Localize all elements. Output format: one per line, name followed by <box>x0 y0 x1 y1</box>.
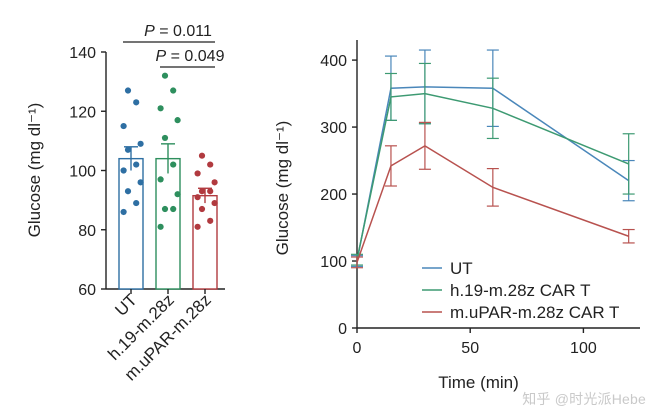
data-point <box>120 208 127 216</box>
data-point <box>198 152 206 159</box>
y-tick-label: 400 <box>320 53 347 70</box>
data-point <box>194 194 201 201</box>
data-point <box>194 170 201 177</box>
significance-label: P = 0.049 <box>156 48 225 65</box>
data-point <box>157 223 164 230</box>
data-point <box>194 223 201 230</box>
x-axis-label: Time (min) <box>438 373 519 392</box>
y-tick-label: 120 <box>69 104 96 121</box>
data-point <box>133 161 140 168</box>
data-point <box>133 99 140 106</box>
bar <box>118 157 144 290</box>
significance-label: P = 0.011 <box>144 23 212 40</box>
data-point <box>161 134 169 142</box>
x-tick-label: UT <box>111 290 140 319</box>
x-tick-label: 0 <box>353 340 362 357</box>
y-axis-label: Glucose (mg dl⁻¹) <box>25 103 44 238</box>
data-point <box>207 217 214 224</box>
data-point <box>137 179 144 186</box>
right-line-chart: 0 100 200 300 400 0 50 100 Glucose (mg dl⁻¹) Time… <box>273 40 640 392</box>
y-tick-label: 0 <box>338 321 347 338</box>
legend-label: UT <box>450 259 473 278</box>
data-point <box>211 179 218 186</box>
data-point <box>207 161 214 168</box>
y-tick-label: 300 <box>320 120 347 137</box>
data-point <box>170 87 177 94</box>
data-point <box>137 140 144 147</box>
data-point <box>124 87 132 94</box>
data-point <box>133 199 140 207</box>
y-axis-label: Glucose (mg dl⁻¹) <box>273 121 292 256</box>
x-tick-label: 50 <box>461 340 479 357</box>
x-tick-label: 100 <box>570 340 597 357</box>
data-point <box>174 117 181 124</box>
y-tick-label: 200 <box>320 187 347 204</box>
data-point <box>157 176 164 183</box>
data-point <box>161 205 169 213</box>
data-point <box>198 205 206 213</box>
data-point <box>124 146 132 153</box>
y-tick-label: 80 <box>78 223 96 240</box>
y-tick-label: 60 <box>78 282 96 299</box>
data-point <box>161 72 169 79</box>
data-point <box>170 205 177 213</box>
data-point <box>120 167 127 174</box>
data-point <box>120 122 127 130</box>
data-point <box>124 188 132 195</box>
data-point <box>198 188 206 195</box>
y-tick-label: 100 <box>320 254 347 271</box>
watermark: 知乎 @时光派Hebe <box>522 391 646 407</box>
legend-label: m.uPAR-m.28z CAR T <box>450 303 619 322</box>
data-point <box>174 191 181 198</box>
y-tick-label: 100 <box>69 164 96 181</box>
data-point <box>157 105 164 112</box>
data-point <box>170 161 177 168</box>
legend-label: h.19-m.28z CAR T <box>450 281 590 300</box>
y-tick-label: 140 <box>69 45 96 62</box>
data-point <box>211 199 218 207</box>
data-point <box>207 188 214 195</box>
